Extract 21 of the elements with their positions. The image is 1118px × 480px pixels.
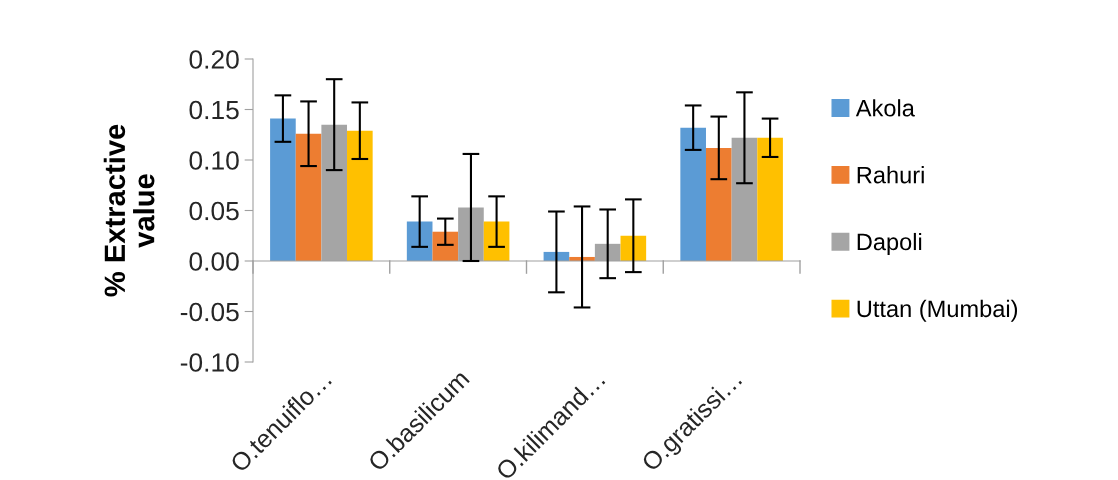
y-tick-label: 0.00 [189,252,239,271]
bar [295,133,322,261]
y-axis-title: % Extractive value [103,124,155,297]
legend-label: Akola [855,99,915,117]
bar [757,137,783,261]
y-tick-label: -0.10 [180,353,239,372]
y-tick-label: 0.05 [189,201,239,221]
bar [705,147,732,261]
bar [347,130,373,261]
y-tick-label: 0.15 [189,100,239,120]
legend-label: Dapoli [857,232,922,255]
legend-label: Uttan (Mumbai) [857,299,1018,322]
y-tick-label: 0.10 [189,151,239,170]
y-tick-label: -0.05 [180,302,239,322]
bar [483,221,510,261]
bar [680,127,706,261]
legend-label: Rahuri [857,166,924,184]
bar [270,118,296,261]
bar [406,221,433,261]
y-tick-label: 0.20 [189,50,239,69]
bar [432,231,459,261]
